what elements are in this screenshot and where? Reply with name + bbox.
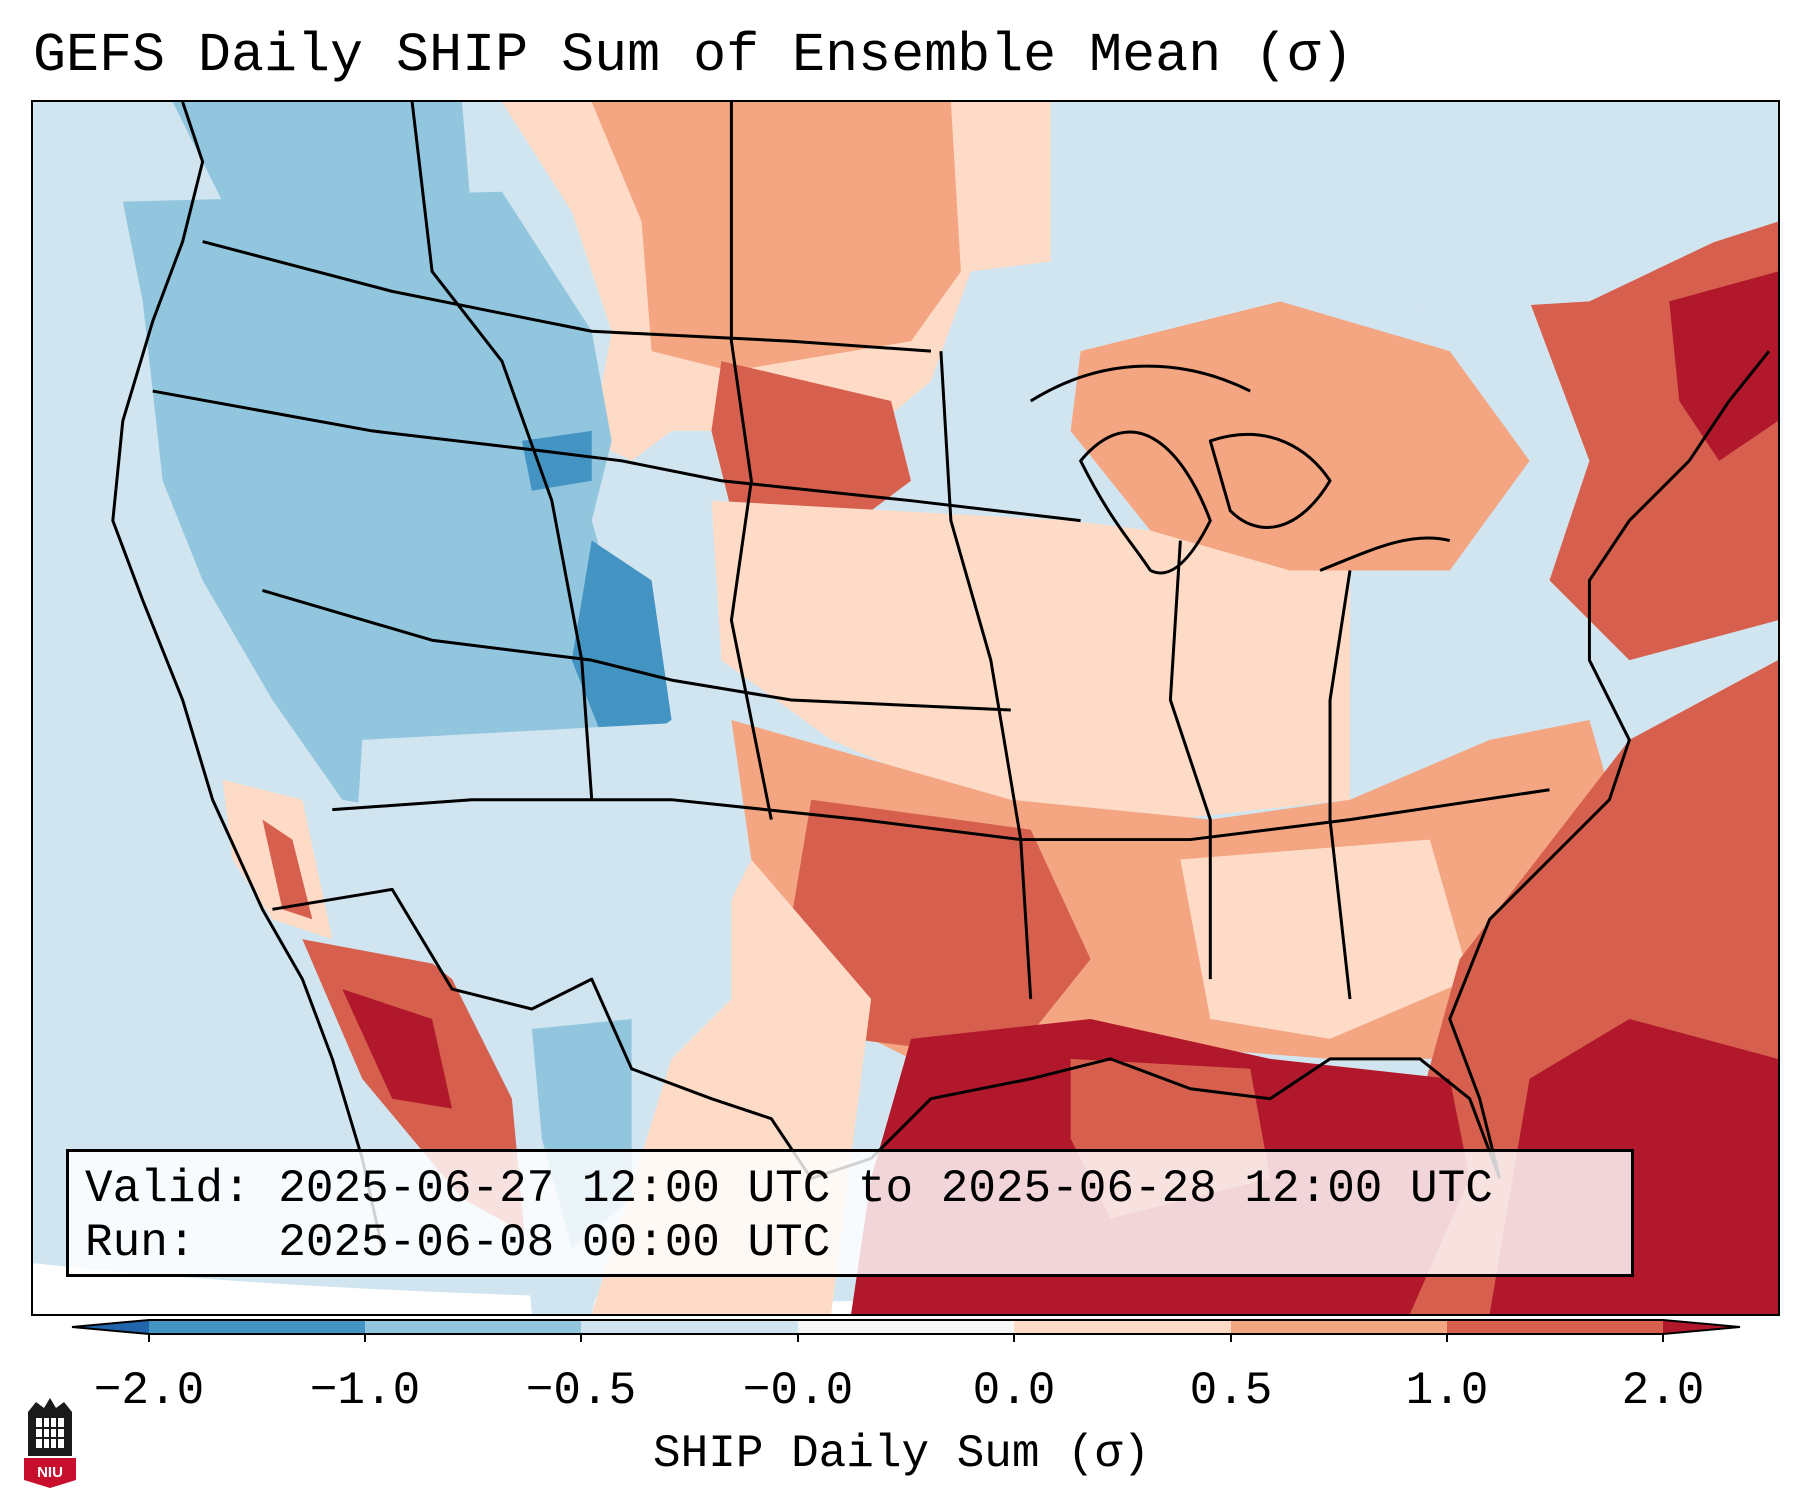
atlantic-coastline [1448, 350, 1771, 1179]
lake-michigan [1079, 430, 1212, 575]
region-dakotas [591, 102, 961, 372]
region-pacific-northwest [172, 102, 472, 272]
region-wyoming-cool [521, 430, 592, 491]
colorbar-tick-label: −0.0 [742, 1365, 854, 1417]
gulf-coastline [870, 1057, 1502, 1179]
colorbar-segment [798, 1320, 1014, 1334]
lake-huron [1208, 432, 1332, 529]
mississippi-line [939, 351, 1033, 1000]
region-socal-hot [262, 819, 313, 920]
region-midwest [711, 500, 1350, 820]
colorbar-tick-label: 0.5 [1189, 1365, 1273, 1417]
plains-state-line [729, 102, 773, 820]
appalachian-line [1328, 570, 1352, 1000]
colorbar-label: SHIP Daily Sum (σ) [653, 1428, 1150, 1480]
valid-time: Valid: 2025-06-27 12:00 UTC to 2025-06-2… [85, 1163, 1493, 1215]
region-colorado-cool [571, 540, 672, 760]
region-sonora-hot [342, 989, 453, 1109]
region-west-cool [122, 191, 632, 820]
colorbar-extend-high [1663, 1320, 1740, 1334]
colorbar-ticks [148, 1334, 1664, 1342]
lake-superior [1029, 364, 1251, 403]
colorbar-segment [1014, 1320, 1231, 1334]
colorbar-tick-label: 1.0 [1405, 1365, 1489, 1417]
logo-text: NIU [37, 1464, 63, 1481]
colorbar-segment [581, 1320, 798, 1334]
canada-border-west [202, 240, 932, 353]
colorbar-segment [149, 1320, 365, 1334]
southern-state-line [332, 788, 1550, 842]
colorbar-tick-label: 0.0 [972, 1365, 1056, 1417]
chart-title: GEFS Daily SHIP Sum of Ensemble Mean (σ) [33, 24, 1354, 87]
colorbar-segment [365, 1320, 581, 1334]
colorbar-segment [1447, 1320, 1663, 1334]
lake-erie [1319, 536, 1451, 572]
colorbar-extend-low [72, 1320, 149, 1334]
colorbar-tick-label: −2.0 [93, 1365, 205, 1417]
region-southeast [1180, 839, 1470, 1039]
region-maine-coast [1669, 271, 1778, 461]
region-southwest [352, 719, 732, 1314]
colorbar-segment [1231, 1320, 1447, 1334]
anomaly-shading [122, 102, 1778, 1314]
western-state-line [410, 102, 594, 800]
central-state-line [262, 588, 1011, 712]
map-panel [31, 100, 1780, 1316]
anomaly-map [33, 102, 1778, 1314]
pacific-coastline [111, 102, 384, 1249]
boundaries [111, 102, 1771, 1249]
run-time: Run: 2025-06-08 00:00 UTC [85, 1217, 831, 1269]
niu-logo-icon: NIU [24, 1398, 76, 1488]
colorbar-tick-label: 2.0 [1621, 1365, 1705, 1417]
northern-state-line [152, 389, 1081, 523]
colorbar-tick-label: −0.5 [525, 1365, 637, 1417]
colorbar [71, 1319, 1741, 1342]
valid-run-box: Valid: 2025-06-27 12:00 UTC to 2025-06-2… [66, 1149, 1634, 1277]
colorbar-tick-label: −1.0 [309, 1365, 421, 1417]
ohio-line [1168, 540, 1212, 980]
region-canada [1150, 102, 1778, 312]
mexico-border [272, 887, 872, 1180]
